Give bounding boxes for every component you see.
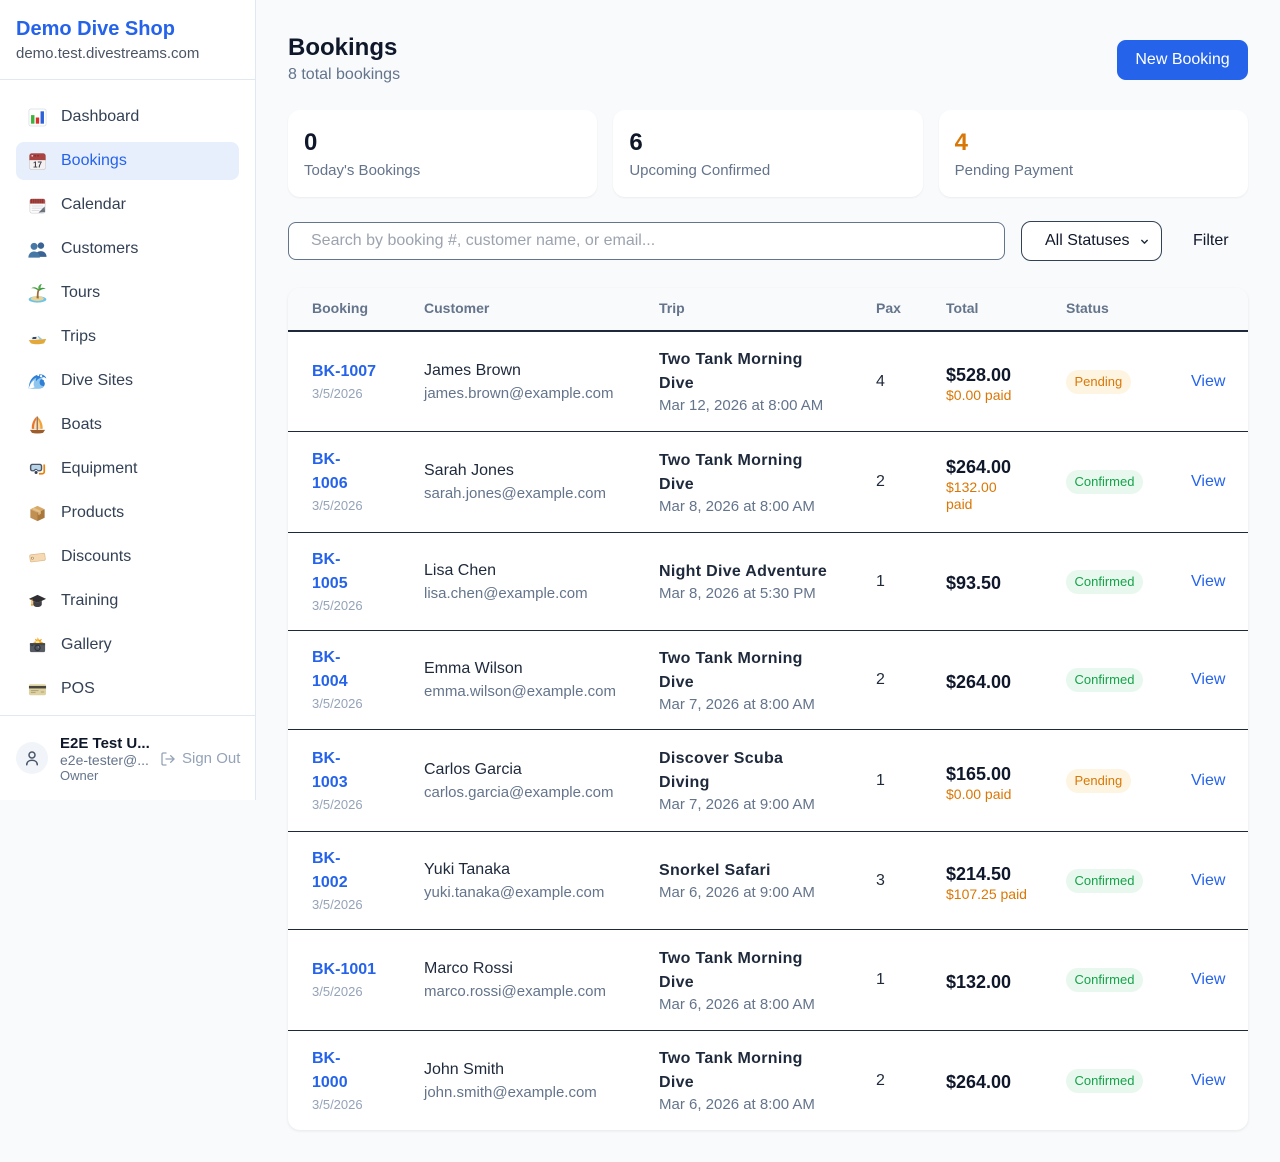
svg-text:17: 17 [33,160,42,169]
